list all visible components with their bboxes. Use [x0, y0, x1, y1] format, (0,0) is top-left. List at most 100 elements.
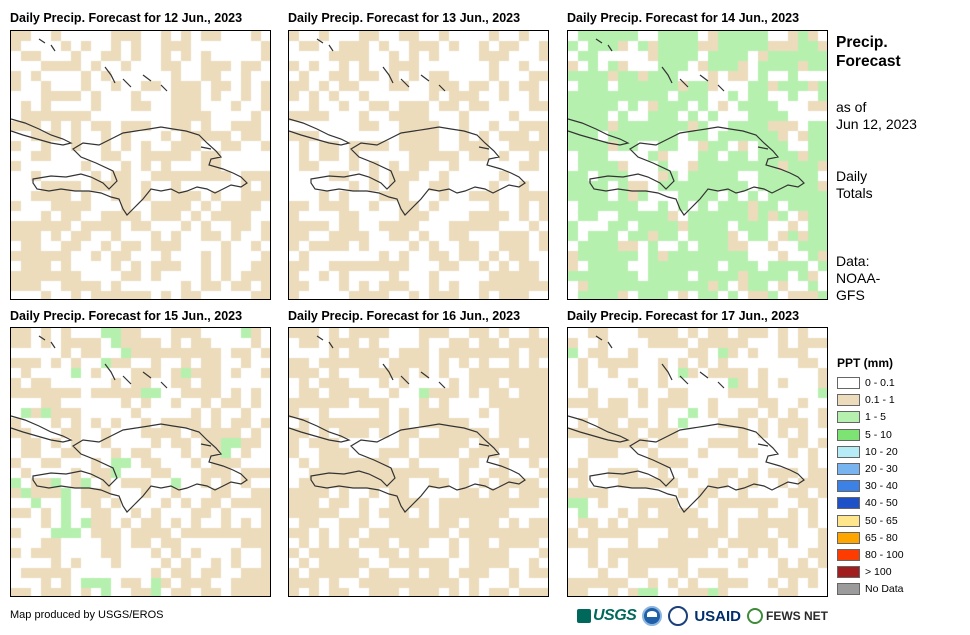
legend-swatch: [837, 394, 860, 407]
legend-label: 65 - 80: [865, 531, 898, 544]
precip-raster: [289, 328, 548, 596]
daily-totals-text: Daily Totals: [836, 168, 873, 202]
cuba-outline: [11, 118, 73, 146]
legend-item: 10 - 20: [837, 445, 898, 458]
hispaniola-outline: [32, 126, 248, 216]
legend-label: 80 - 100: [865, 549, 904, 561]
fews-globe-icon: [747, 608, 764, 624]
legend-label: 5 - 10: [865, 428, 892, 441]
legend-label: 0.1 - 1: [865, 394, 895, 407]
legend-swatch: [837, 411, 860, 424]
legend-item: 30 - 40: [837, 480, 898, 493]
cuba-outline: [11, 415, 73, 443]
map-title-2: Daily Precip. Forecast for 13 Jun., 2023: [288, 11, 521, 25]
legend-swatch: [837, 445, 860, 458]
legend-item: 40 - 50: [837, 497, 898, 510]
data-source-text: Data: NOAA- GFS: [836, 253, 880, 304]
bahamas-outline: [38, 335, 212, 447]
credit-text: Map produced by USGS/EROS: [10, 609, 164, 621]
legend-swatch: [837, 531, 860, 544]
hispaniola-outline: [32, 423, 248, 513]
map-title-4: Daily Precip. Forecast for 15 Jun., 2023: [10, 309, 243, 323]
legend-label: 20 - 30: [865, 463, 898, 475]
map-title-1: Daily Precip. Forecast for 12 Jun., 2023: [10, 11, 243, 25]
cuba-outline: [568, 118, 630, 146]
legend-swatch: [837, 463, 860, 475]
legend-swatch: [837, 583, 860, 596]
daily-totals-line1: Daily: [836, 168, 868, 184]
hispaniola-outline: [310, 423, 526, 513]
as-of-text: as of Jun 12, 2023: [836, 99, 917, 133]
data-source-line1: Data:: [836, 253, 870, 269]
cuba-outline: [289, 415, 351, 443]
hispaniola-outline: [310, 126, 526, 216]
usaid-logo: USAID: [694, 607, 742, 625]
legend-label: No Data: [865, 583, 904, 596]
legend-item: 1 - 5: [837, 411, 887, 424]
legend-item: 0 - 0.1: [837, 377, 895, 389]
as-of-date: Jun 12, 2023: [836, 116, 917, 132]
map-title-6: Daily Precip. Forecast for 17 Jun., 2023: [567, 309, 800, 323]
fews-net-text: FEWS NET: [766, 609, 829, 623]
data-source-line2: NOAA-: [836, 270, 881, 286]
legend-swatch: [837, 377, 860, 389]
legend-item: 0.1 - 1: [837, 394, 895, 407]
side-title-line2: Forecast: [836, 53, 901, 70]
data-source-line3: GFS: [836, 287, 865, 303]
legend-label: 10 - 20: [865, 445, 898, 458]
fews-net-logo: FEWS NET: [747, 608, 828, 624]
map-panel-4: [10, 327, 271, 597]
legend-swatch: [837, 549, 860, 561]
side-title: Precip. Forecast: [836, 33, 901, 71]
map-panel-1: [10, 30, 271, 300]
legend-swatch: [837, 480, 860, 493]
as-of-line1: as of: [836, 99, 867, 115]
bahamas-outline: [316, 335, 490, 447]
bahamas-outline: [595, 335, 769, 447]
legend-swatch: [837, 428, 860, 441]
agency-logos: USGS USAID FEWS NET: [577, 602, 828, 630]
legend-label: 1 - 5: [865, 411, 887, 424]
precip-raster: [568, 31, 827, 299]
legend-label: 50 - 65: [865, 514, 898, 527]
map-title-3: Daily Precip. Forecast for 14 Jun., 2023: [567, 11, 800, 25]
legend-item: 50 - 65: [837, 514, 898, 527]
side-title-line1: Precip.: [836, 34, 888, 51]
cuba-outline: [568, 415, 630, 443]
precip-raster: [11, 328, 270, 596]
usgs-logo-text: USGS: [593, 607, 637, 624]
precip-raster: [289, 31, 548, 299]
legend-title: PPT (mm): [837, 356, 894, 370]
precip-raster: [568, 328, 827, 596]
bahamas-outline: [595, 38, 769, 150]
hispaniola-outline: [589, 423, 805, 513]
seal-icon: [668, 606, 689, 626]
coastline-outline: [11, 335, 248, 513]
map-title-5: Daily Precip. Forecast for 16 Jun., 2023: [288, 309, 521, 323]
map-panel-3: [567, 30, 828, 300]
bahamas-outline: [316, 38, 490, 150]
legend-label: > 100: [865, 566, 892, 579]
coastline-outline: [11, 38, 248, 216]
map-panel-2: [288, 30, 549, 300]
legend-swatch: [837, 514, 860, 527]
legend-item: No Data: [837, 583, 904, 596]
legend-label: 0 - 0.1: [865, 377, 895, 389]
noaa-logo-icon: [642, 606, 663, 626]
legend-item: 80 - 100: [837, 549, 904, 561]
legend-item: 65 - 80: [837, 531, 898, 544]
usgs-wave-icon: [577, 609, 591, 623]
daily-totals-line2: Totals: [836, 185, 873, 201]
bahamas-outline: [38, 38, 212, 150]
cuba-outline: [289, 118, 351, 146]
legend-label: 30 - 40: [865, 480, 898, 493]
hispaniola-outline: [589, 126, 805, 216]
precip-raster: [11, 31, 270, 299]
legend-swatch: [837, 566, 860, 579]
map-panel-6: [567, 327, 828, 597]
coastline-outline: [568, 38, 805, 216]
map-panel-5: [288, 327, 549, 597]
legend-item: 20 - 30: [837, 463, 898, 475]
legend-swatch: [837, 497, 860, 510]
usgs-logo: USGS: [577, 607, 637, 625]
